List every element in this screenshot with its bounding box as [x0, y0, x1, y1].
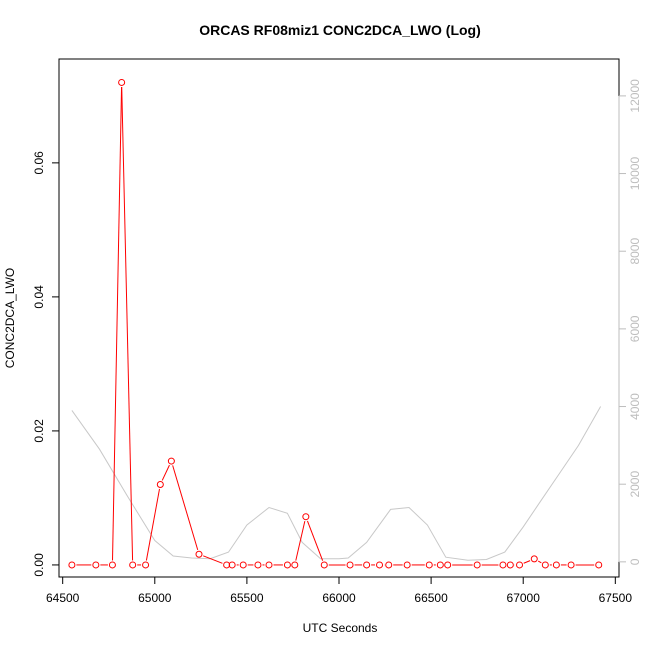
- data-point: [108, 561, 116, 569]
- series-segment: [523, 560, 531, 564]
- data-point: [403, 561, 411, 569]
- series-segment: [161, 464, 170, 481]
- series-segment: [172, 465, 199, 551]
- y-axis-left: 0.00 0.02 0.04 0.06: [32, 151, 60, 577]
- x-axis: 64500 65000 65500 66000 66500 67000 67500: [46, 576, 633, 605]
- x-axis-label: UTC Seconds: [303, 621, 378, 635]
- y2-tick-label: 10000: [628, 157, 642, 191]
- data-point: [346, 561, 354, 569]
- series-1: [71, 406, 602, 561]
- series-segment: [145, 488, 160, 561]
- data-point: [516, 561, 524, 569]
- data-point: [530, 555, 538, 563]
- y2-tick-label: 4000: [628, 393, 642, 420]
- series-segment: [295, 520, 306, 561]
- data-point: [228, 561, 236, 569]
- data-point: [444, 561, 452, 569]
- series-segment: [112, 86, 123, 561]
- y-tick-label: 0.02: [32, 419, 46, 443]
- y-axis-right: 0 2000 4000 6000 8000 10000 12000: [618, 79, 642, 565]
- series-layer: [68, 78, 603, 569]
- data-point: [567, 561, 575, 569]
- y2-tick-label: 6000: [628, 315, 642, 342]
- data-point: [552, 561, 560, 569]
- data-point: [302, 513, 310, 521]
- data-point: [167, 457, 175, 465]
- data-point: [320, 561, 328, 569]
- data-point: [385, 561, 393, 569]
- data-point: [195, 550, 203, 558]
- series-segment: [537, 560, 542, 564]
- data-point: [541, 561, 549, 569]
- y2-tick-label: 2000: [628, 471, 642, 498]
- data-point: [129, 561, 137, 569]
- data-point: [254, 561, 262, 569]
- data-point: [142, 561, 150, 569]
- data-point: [595, 561, 603, 569]
- x-tick-label: 66500: [414, 591, 448, 605]
- series-line: [71, 406, 602, 561]
- y-tick-label: 0.06: [32, 151, 46, 175]
- series-segment: [306, 520, 324, 561]
- data-point: [506, 561, 514, 569]
- y2-tick-label: 0: [628, 558, 642, 565]
- data-point: [291, 561, 299, 569]
- y2-tick-label: 12000: [628, 79, 642, 113]
- x-tick-label: 65000: [138, 591, 172, 605]
- chart-title: ORCAS RF08miz1 CONC2DCA_LWO (Log): [199, 22, 481, 38]
- y-tick-label: 0.00: [32, 553, 46, 577]
- y2-tick-label: 8000: [628, 238, 642, 265]
- series-0: [68, 78, 603, 569]
- y-axis-label: CONC2DCA_LWO: [3, 268, 17, 368]
- x-tick-label: 67000: [507, 591, 541, 605]
- data-point: [118, 78, 126, 86]
- data-point: [425, 561, 433, 569]
- series-segment: [121, 86, 134, 561]
- y-tick-label: 0.04: [32, 285, 46, 309]
- data-point: [239, 561, 247, 569]
- data-point: [473, 561, 481, 569]
- data-point: [376, 561, 384, 569]
- data-point: [283, 561, 291, 569]
- data-point: [92, 561, 100, 569]
- series-segment: [203, 555, 223, 564]
- x-tick-label: 65500: [230, 591, 264, 605]
- data-point: [156, 481, 164, 489]
- data-point: [436, 561, 444, 569]
- x-tick-label: 67500: [599, 591, 633, 605]
- x-tick-label: 64500: [46, 591, 80, 605]
- x-tick-label: 66000: [322, 591, 356, 605]
- data-point: [499, 561, 507, 569]
- data-point: [68, 561, 76, 569]
- data-point: [265, 561, 273, 569]
- plot-frame: [58, 58, 620, 578]
- data-point: [363, 561, 371, 569]
